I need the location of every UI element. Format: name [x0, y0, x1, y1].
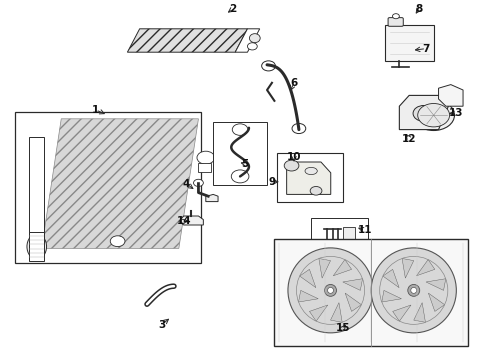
Ellipse shape: [371, 248, 456, 333]
Bar: [213, 122, 267, 185]
Polygon shape: [416, 260, 435, 276]
Text: 6: 6: [291, 78, 297, 88]
Bar: [277, 153, 343, 202]
FancyBboxPatch shape: [388, 18, 403, 26]
Polygon shape: [426, 279, 446, 291]
Polygon shape: [300, 269, 316, 288]
Polygon shape: [439, 85, 463, 106]
Ellipse shape: [305, 167, 318, 175]
Text: 9: 9: [269, 177, 275, 187]
Polygon shape: [235, 29, 260, 52]
Polygon shape: [127, 29, 247, 52]
Ellipse shape: [310, 186, 322, 195]
Polygon shape: [42, 119, 198, 248]
Text: 14: 14: [176, 216, 191, 226]
Polygon shape: [383, 269, 399, 288]
Ellipse shape: [408, 284, 420, 296]
Ellipse shape: [288, 248, 373, 333]
Text: 13: 13: [448, 108, 463, 118]
Polygon shape: [414, 303, 425, 322]
Bar: [29, 232, 44, 261]
Bar: [343, 227, 355, 239]
Polygon shape: [428, 293, 444, 311]
Ellipse shape: [411, 287, 416, 293]
Polygon shape: [310, 305, 328, 321]
Polygon shape: [345, 293, 362, 311]
Polygon shape: [206, 194, 218, 202]
Text: 10: 10: [287, 152, 301, 162]
Polygon shape: [287, 162, 331, 194]
Ellipse shape: [231, 170, 249, 183]
Polygon shape: [343, 279, 363, 291]
Polygon shape: [399, 95, 448, 130]
Ellipse shape: [284, 160, 299, 171]
Polygon shape: [333, 260, 352, 276]
Text: 1: 1: [92, 105, 99, 115]
Text: 8: 8: [416, 4, 422, 14]
Polygon shape: [298, 291, 318, 302]
Text: 7: 7: [422, 44, 430, 54]
Ellipse shape: [232, 124, 248, 135]
Bar: [29, 137, 44, 238]
Ellipse shape: [194, 179, 203, 186]
Text: 15: 15: [336, 323, 350, 333]
Bar: [385, 25, 434, 61]
Bar: [311, 218, 368, 248]
Polygon shape: [392, 305, 411, 321]
Ellipse shape: [324, 284, 337, 296]
Ellipse shape: [392, 14, 399, 19]
Text: 2: 2: [229, 4, 236, 14]
Ellipse shape: [419, 110, 429, 117]
Ellipse shape: [110, 236, 125, 247]
Text: 5: 5: [242, 159, 248, 169]
Ellipse shape: [417, 104, 450, 127]
Ellipse shape: [292, 123, 306, 134]
Bar: [274, 239, 468, 346]
Bar: [198, 163, 211, 172]
Ellipse shape: [304, 164, 323, 178]
Ellipse shape: [197, 151, 215, 164]
Polygon shape: [179, 216, 203, 225]
Ellipse shape: [413, 100, 454, 130]
Text: 12: 12: [402, 134, 416, 144]
Polygon shape: [319, 258, 331, 278]
Ellipse shape: [262, 61, 275, 71]
Polygon shape: [402, 258, 414, 278]
Text: 4: 4: [182, 179, 190, 189]
Polygon shape: [331, 303, 342, 322]
Ellipse shape: [249, 33, 260, 42]
Ellipse shape: [247, 43, 257, 50]
Bar: [15, 112, 201, 263]
Polygon shape: [382, 291, 401, 302]
Text: 11: 11: [358, 225, 372, 235]
Ellipse shape: [413, 105, 435, 121]
Ellipse shape: [27, 234, 47, 259]
Text: 3: 3: [158, 320, 165, 330]
Ellipse shape: [327, 287, 334, 293]
